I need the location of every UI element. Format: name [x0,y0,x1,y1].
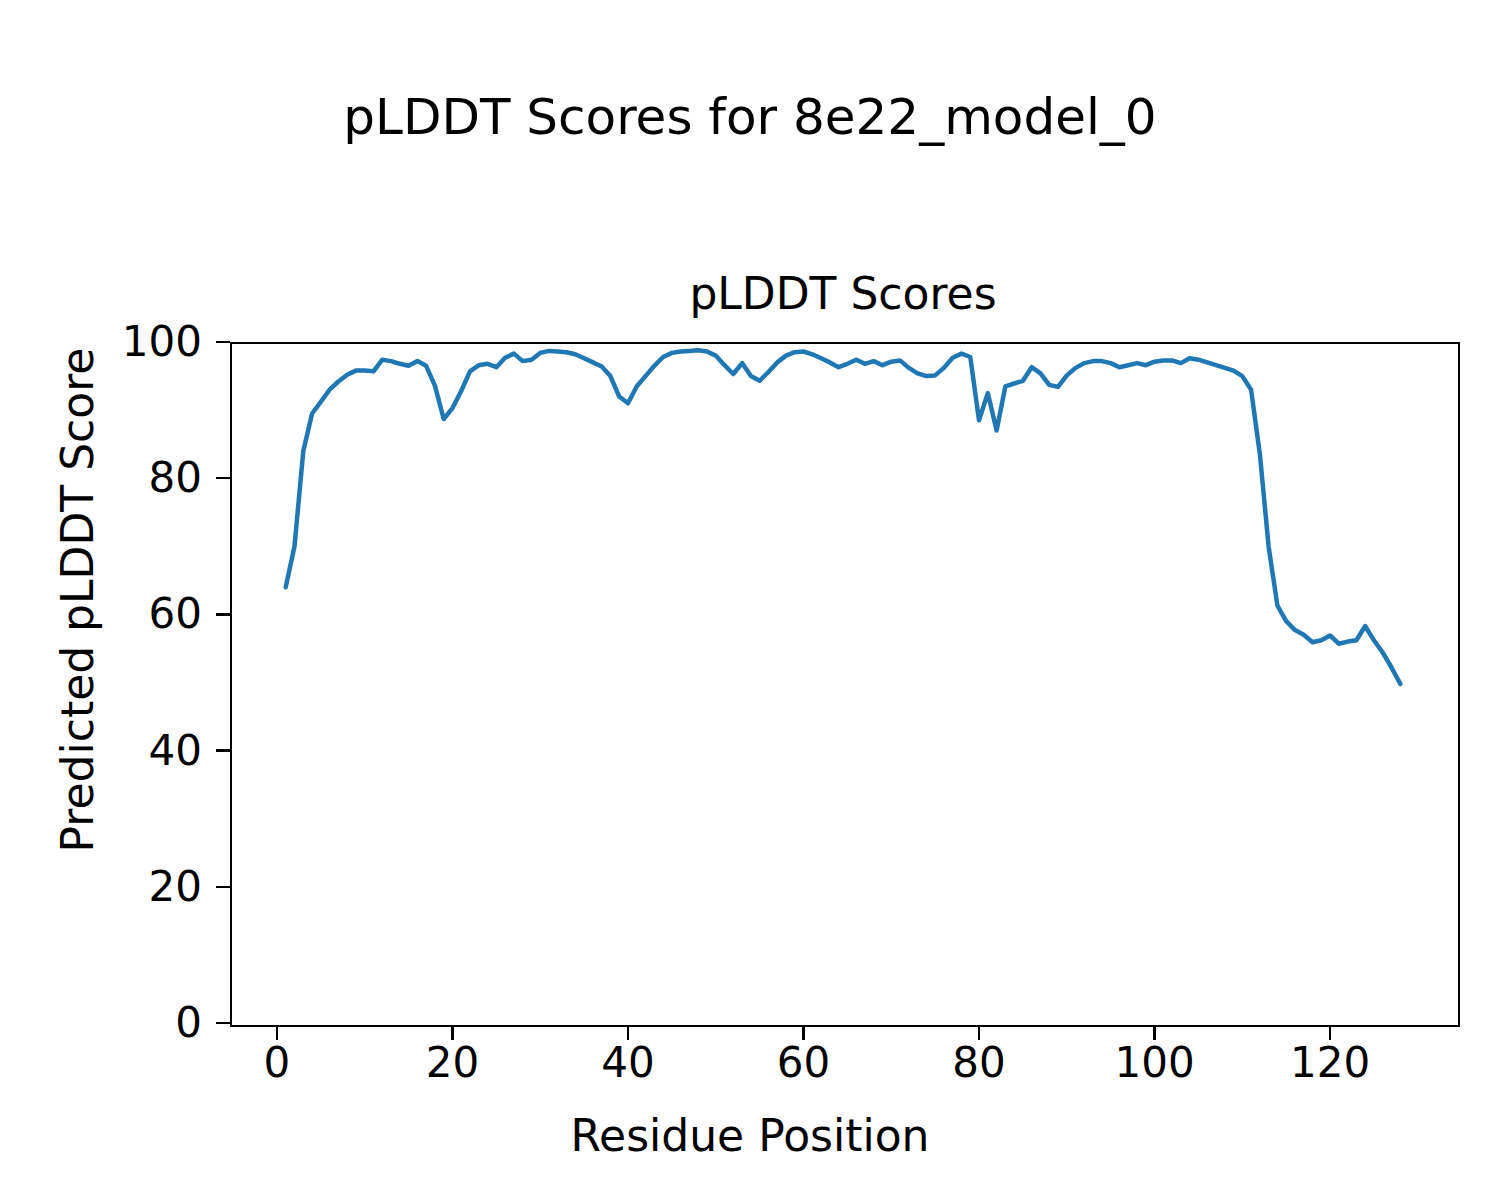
axes-title: pLDDT Scores [230,270,1456,318]
x-axis-label: Residue Position [0,1112,1500,1160]
y-tick-mark [216,613,230,616]
y-tick-label: 0 [0,1002,202,1044]
x-tick-label: 0 [264,1042,291,1084]
y-axis-label: Predicted pLDDT Score [54,348,102,853]
y-tick-mark [216,749,230,752]
x-tick-label: 20 [426,1042,479,1084]
x-tick-label: 120 [1290,1042,1370,1084]
plot-area [230,342,1460,1027]
y-tick-label: 20 [0,866,202,908]
y-tick-mark [216,886,230,889]
figure-canvas: pLDDT Scores for 8e22_model_0 pLDDT Scor… [0,0,1500,1200]
x-tick-label: 60 [777,1042,830,1084]
x-tick-label: 100 [1114,1042,1194,1084]
y-tick-mark [216,477,230,480]
figure-suptitle: pLDDT Scores for 8e22_model_0 [0,90,1500,145]
x-tick-label: 80 [952,1042,1005,1084]
x-tick-label: 40 [601,1042,654,1084]
y-tick-mark [216,1022,230,1025]
y-tick-mark [216,341,230,344]
